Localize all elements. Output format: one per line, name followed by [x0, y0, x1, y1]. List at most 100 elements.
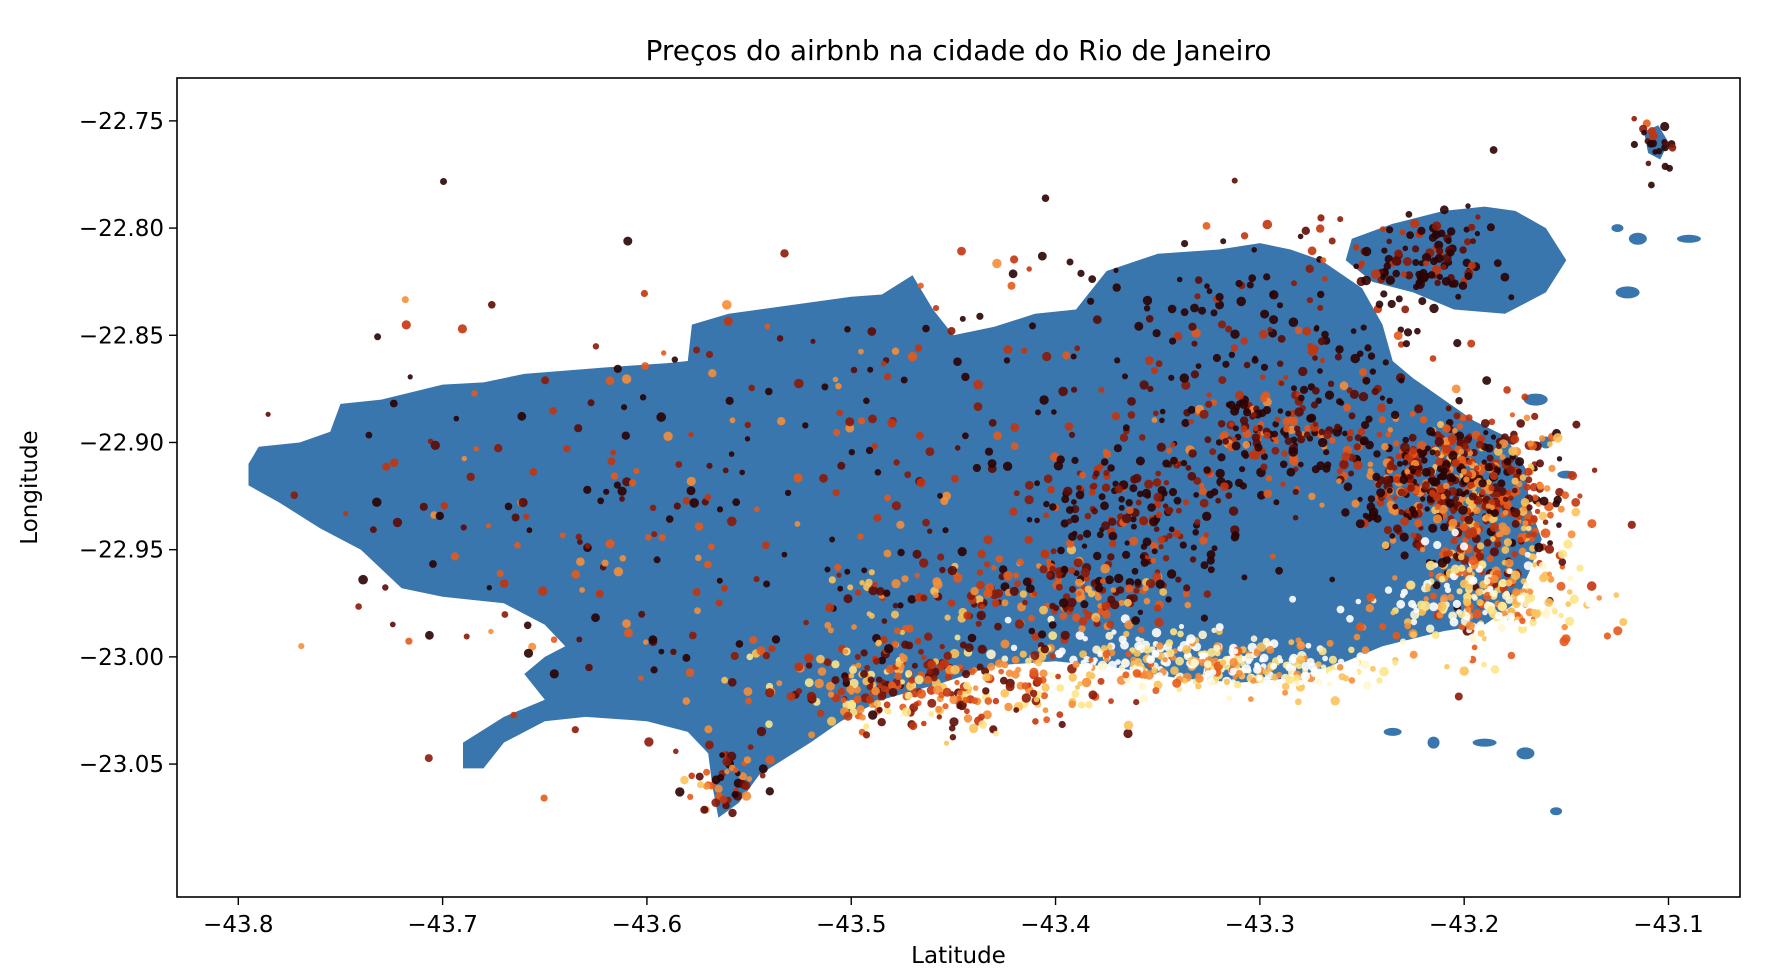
listing-point	[1260, 309, 1270, 319]
listing-point	[1056, 455, 1065, 464]
listing-point	[1469, 636, 1477, 643]
listing-point	[1129, 536, 1139, 546]
listing-point	[1480, 419, 1490, 428]
listing-point	[675, 787, 685, 797]
listing-point	[987, 459, 997, 468]
listing-point	[1412, 245, 1420, 253]
listing-point	[905, 670, 913, 678]
listing-point	[1118, 496, 1125, 503]
listing-point	[1414, 404, 1424, 414]
listing-point	[1446, 248, 1455, 257]
listing-point	[1561, 623, 1568, 631]
listing-point	[649, 504, 657, 511]
listing-point	[1567, 530, 1576, 539]
listing-point	[1379, 666, 1389, 677]
listing-point	[1443, 482, 1450, 489]
listing-point	[1567, 471, 1577, 481]
listing-point	[1262, 637, 1271, 646]
listing-point	[1452, 427, 1458, 434]
listing-point	[1455, 397, 1463, 405]
listing-point	[1451, 384, 1461, 394]
listing-point	[471, 390, 478, 397]
listing-point	[1459, 542, 1469, 551]
listing-point	[756, 726, 767, 737]
listing-point	[1048, 671, 1056, 679]
listing-point	[708, 543, 715, 551]
listing-point	[1256, 675, 1263, 682]
listing-point	[976, 610, 986, 621]
listing-point	[984, 697, 993, 705]
listing-point	[776, 680, 783, 687]
listing-point	[795, 688, 803, 695]
listing-point	[1140, 558, 1150, 567]
listing-point	[697, 781, 704, 789]
listing-point	[1068, 700, 1076, 709]
listing-point	[592, 343, 600, 350]
listing-point	[1075, 631, 1085, 640]
listing-point	[1125, 650, 1132, 658]
listing-point	[1100, 563, 1110, 574]
listing-point	[1077, 701, 1086, 709]
listing-point	[563, 445, 571, 453]
listing-point	[1466, 566, 1473, 573]
listing-point	[1510, 570, 1521, 580]
listing-point	[1409, 411, 1416, 417]
listing-point	[1513, 636, 1521, 644]
listing-point	[1285, 410, 1292, 417]
listing-point	[1242, 441, 1251, 449]
listing-point	[1125, 578, 1135, 587]
listing-point	[1194, 519, 1201, 526]
listing-point	[1328, 677, 1335, 683]
listing-point	[1317, 368, 1323, 374]
listing-point	[855, 662, 862, 669]
listing-point	[866, 683, 873, 691]
listing-point	[1438, 471, 1448, 481]
listing-point	[1251, 247, 1257, 253]
listing-point	[765, 387, 773, 396]
listing-point	[825, 681, 835, 691]
listing-point	[1419, 416, 1428, 424]
listing-point	[900, 376, 908, 384]
listing-point	[1190, 658, 1200, 668]
listing-point	[930, 667, 940, 677]
listing-point	[914, 344, 923, 352]
listing-point	[591, 613, 600, 623]
listing-point	[1024, 535, 1033, 544]
listing-point	[805, 662, 813, 669]
listing-point	[884, 494, 891, 502]
listing-point	[1351, 499, 1360, 508]
listing-point	[1109, 540, 1117, 548]
listing-point	[1239, 399, 1249, 409]
listing-point	[1315, 661, 1322, 668]
listing-point	[1372, 472, 1381, 481]
listing-point	[1453, 412, 1461, 420]
listing-point	[1564, 616, 1575, 626]
listing-point	[1436, 611, 1444, 619]
listing-point	[1421, 457, 1428, 464]
listing-point	[1482, 609, 1488, 616]
listing-point	[1132, 669, 1142, 678]
listing-point	[746, 776, 753, 782]
listing-point	[1318, 647, 1327, 656]
listing-point	[1166, 532, 1173, 539]
listing-point	[1409, 506, 1416, 513]
listing-point	[1526, 504, 1533, 511]
listing-point	[1450, 508, 1457, 515]
listing-point	[1292, 514, 1299, 521]
listing-point	[1355, 622, 1365, 632]
listing-point	[1569, 594, 1579, 604]
listing-point	[995, 555, 1004, 563]
listing-point	[1460, 468, 1467, 475]
listing-point	[864, 664, 871, 671]
listing-point	[1354, 434, 1362, 442]
listing-point	[650, 666, 658, 674]
listing-point	[1097, 608, 1104, 615]
listing-point	[1199, 409, 1209, 419]
listing-point	[1502, 496, 1509, 503]
listing-point	[915, 431, 924, 440]
listing-point	[1195, 683, 1202, 690]
listing-point	[1001, 599, 1009, 607]
listing-point	[1473, 521, 1480, 529]
listing-point	[1544, 544, 1555, 554]
listing-point	[1122, 373, 1128, 380]
